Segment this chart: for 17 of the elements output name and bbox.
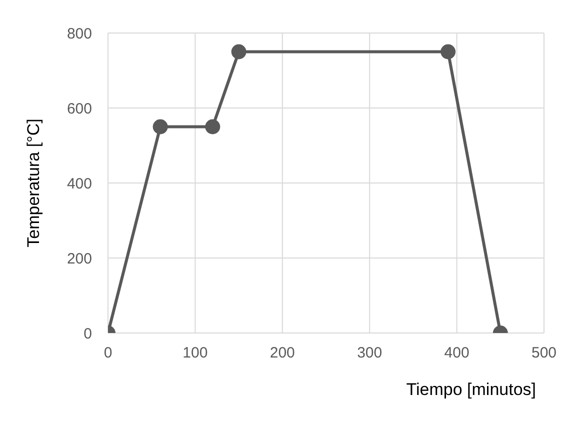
x-tick-label: 0 [104, 344, 112, 362]
point [152, 119, 168, 134]
y-tick-label: 600 [66, 100, 92, 118]
y-tick-label: 0 [84, 325, 92, 342]
x-tick-label: 400 [444, 344, 470, 362]
x-tick-label: 300 [357, 344, 382, 362]
x-tick-label: 200 [270, 344, 295, 362]
x-axis-title: Tiempo [minutos] [406, 380, 536, 399]
point [440, 44, 456, 60]
y-axis-title: Temperatura [°C] [24, 118, 44, 248]
y-tick-label: 400 [66, 175, 92, 192]
y-tick-label: 200 [66, 250, 92, 268]
x-tick-label: 500 [531, 344, 557, 362]
point [231, 44, 246, 60]
x-tick-label: 100 [182, 344, 208, 362]
point [205, 119, 220, 134]
y-tick-label: 800 [66, 25, 92, 42]
